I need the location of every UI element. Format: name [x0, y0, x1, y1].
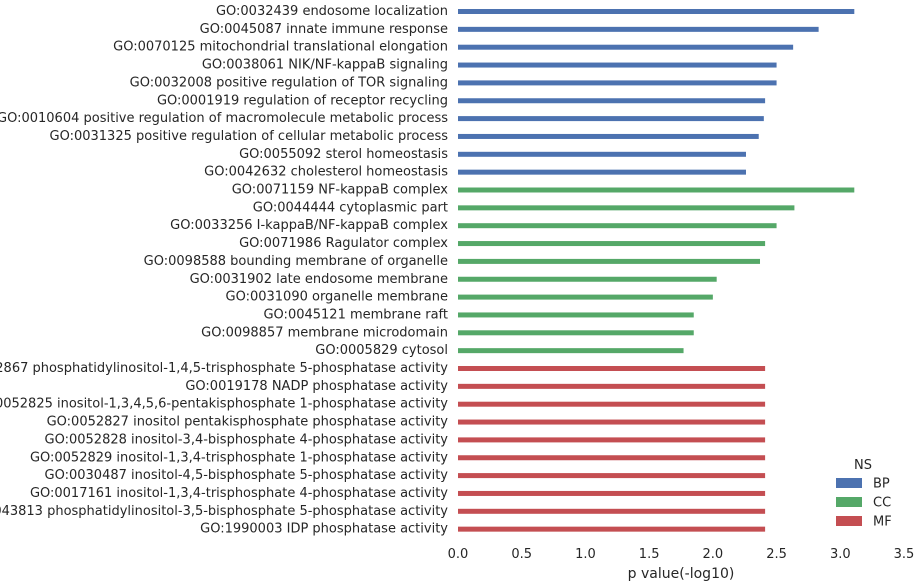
legend-title: NS	[854, 458, 872, 473]
category-label: GO:0045121 membrane raft	[263, 307, 448, 322]
category-label: GO:0017161 inositol-1,3,4-trisphosphate …	[30, 486, 448, 501]
bar-bp	[458, 151, 746, 157]
x-tick-label: 2.0	[703, 547, 724, 562]
x-tick-label: 2.5	[766, 547, 787, 562]
x-tick-label: 0.5	[511, 547, 532, 562]
bar-bp	[458, 26, 819, 32]
legend-label-cc: CC	[873, 496, 891, 511]
category-label: GO:0038061 NIK/NF-kappaB signaling	[202, 58, 448, 73]
category-label: GO:0052829 inositol-1,3,4-trisphosphate …	[30, 450, 448, 465]
category-label: GO:0045087 innate immune response	[200, 22, 448, 37]
bar-mf	[458, 437, 766, 443]
bar-cc	[458, 276, 717, 282]
bar-mf	[458, 419, 766, 425]
category-label: GO:1990003 IDP phosphatase activity	[200, 522, 448, 537]
category-label: GO:0031325 positive regulation of cellul…	[50, 129, 449, 144]
bar-cc	[458, 348, 684, 354]
legend-entries: BP CC MF	[836, 477, 892, 530]
category-label: GO:0005829 cytosol	[315, 343, 448, 358]
legend-swatch-cc	[836, 497, 862, 507]
legend-label-mf: MF	[873, 515, 892, 530]
bar-mf	[458, 473, 766, 479]
x-tick-label: 3.5	[894, 547, 915, 562]
category-label: GO:0010604 positive regulation of macrom…	[0, 111, 448, 126]
legend-swatch-bp	[836, 478, 862, 488]
category-label: GO:0052827 inositol pentakisphosphate ph…	[47, 415, 449, 430]
category-label: GO:0032008 positive regulation of TOR si…	[130, 75, 448, 90]
bar-mf	[458, 383, 766, 389]
category-label: GO:0044444 cytoplasmic part	[253, 200, 448, 215]
bar-bp	[458, 44, 794, 50]
bar-mf	[458, 508, 766, 514]
category-label: GO:0070125 mitochondrial translational e…	[113, 40, 448, 55]
x-tick-label: 0.0	[448, 547, 469, 562]
bar-bp	[458, 9, 855, 14]
x-axis-title: p value(-log10)	[628, 566, 735, 582]
bar-cc	[458, 205, 795, 211]
category-label: GO:0052825 inositol-1,3,4,5,6-pentakisph…	[0, 397, 448, 412]
category-label: GO:0098588 bounding membrane of organell…	[144, 254, 448, 269]
category-label: GO:0043813 phosphatidylinositol-3,5-bisp…	[0, 504, 448, 519]
legend: NS BP CC MF	[836, 458, 892, 530]
category-label: GO:0001919 regulation of receptor recycl…	[157, 93, 448, 108]
bars-layer	[458, 9, 855, 532]
legend-label-bp: BP	[873, 477, 890, 492]
category-label: GO:0033256 I-kappaB/NF-kappaB complex	[170, 218, 448, 233]
bar-cc	[458, 187, 855, 193]
legend-swatch-mf	[836, 516, 862, 526]
category-label: GO:0031090 organelle membrane	[226, 290, 449, 305]
bar-cc	[458, 294, 713, 300]
bar-mf	[458, 366, 766, 371]
bar-bp	[458, 169, 746, 175]
x-tick-label: 1.5	[639, 547, 660, 562]
bar-cc	[458, 258, 761, 264]
category-label: GO:0098857 membrane microdomain	[201, 325, 448, 340]
bar-mf	[458, 401, 766, 407]
bar-mf	[458, 490, 766, 496]
bar-mf	[458, 526, 766, 532]
category-label: GO:0071986 Ragulator complex	[239, 236, 448, 251]
x-tick-label: 1.0	[575, 547, 596, 562]
category-label: GO:0031902 late endosome membrane	[190, 272, 448, 287]
x-tick-label: 3.0	[830, 547, 851, 562]
bar-cc	[458, 223, 777, 229]
category-label: GO:0071159 NF-kappaB complex	[232, 183, 449, 198]
bar-bp	[458, 98, 766, 104]
bar-bp	[458, 80, 777, 86]
category-label: GO:0019178 NADP phosphatase activity	[185, 379, 448, 394]
bar-bp	[458, 133, 759, 139]
bar-bp	[458, 62, 777, 68]
bar-mf	[458, 455, 766, 461]
bar-bp	[458, 116, 764, 122]
category-label: GO:0052867 phosphatidylinositol-1,4,5-tr…	[0, 361, 448, 376]
category-label: GO:0030487 inositol-4,5-bisphosphate 5-p…	[45, 468, 449, 483]
category-label: GO:0055092 sterol homeostasis	[239, 147, 448, 162]
x-axis-ticks: 0.0 0.5 1.0 1.5 2.0 2.5 3.0 3.5	[448, 547, 915, 562]
category-labels: GO:0032439 endosome localization GO:00450…	[0, 4, 448, 537]
bar-cc	[458, 312, 694, 318]
category-label: GO:0052828 inositol-3,4-bisphosphate 4-p…	[45, 432, 449, 447]
category-label: GO:0032439 endosome localization	[216, 4, 448, 19]
category-label: GO:0042632 cholesterol homeostasis	[204, 165, 448, 180]
bar-cc	[458, 330, 694, 336]
bar-cc	[458, 241, 766, 247]
